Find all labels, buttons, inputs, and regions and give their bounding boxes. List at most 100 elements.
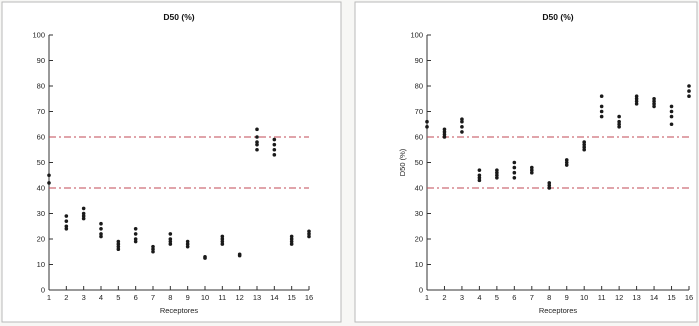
x-tick-label: 14 (650, 293, 658, 302)
x-tick-label: 15 (287, 293, 295, 302)
data-point (547, 181, 552, 185)
data-point (116, 247, 121, 251)
data-point (116, 239, 121, 244)
x-tick-label: 14 (270, 293, 278, 302)
data-point (151, 249, 155, 254)
data-point (133, 239, 138, 244)
data-point (460, 130, 464, 134)
data-point (599, 109, 604, 114)
y-tick-label: 20 (37, 235, 45, 244)
x-tick-label: 13 (632, 293, 640, 302)
data-point (530, 170, 534, 175)
data-point (425, 125, 429, 129)
data-point (289, 234, 294, 239)
y-tick-label: 40 (37, 184, 45, 193)
data-point (307, 229, 311, 234)
data-point (289, 242, 294, 246)
x-tick-label: 9 (565, 293, 569, 302)
x-tick-label: 8 (547, 293, 551, 302)
chart-title: D50 (%) (542, 12, 573, 22)
data-point (220, 234, 225, 239)
y-tick-label: 40 (415, 184, 423, 193)
data-point (669, 104, 674, 109)
data-point (64, 227, 69, 231)
y-axis-title: D50 (%) (398, 148, 407, 176)
data-point (151, 247, 155, 251)
data-point (634, 99, 639, 104)
x-axis-title: Receptores (160, 306, 199, 315)
data-point (564, 158, 569, 162)
data-point (495, 176, 499, 180)
data-point (512, 176, 517, 180)
data-point (185, 242, 190, 246)
data-point (289, 239, 294, 244)
x-tick-label: 7 (151, 293, 155, 302)
x-tick-label: 4 (477, 293, 481, 302)
y-tick-label: 100 (32, 31, 45, 40)
data-point (652, 102, 656, 106)
data-point (582, 147, 586, 152)
data-point (652, 96, 656, 101)
x-tick-label: 4 (99, 293, 103, 302)
data-point (133, 232, 138, 236)
data-point (99, 234, 103, 239)
data-point (634, 102, 639, 106)
y-tick-label: 80 (37, 82, 45, 91)
data-point (185, 244, 190, 249)
data-point (442, 127, 447, 132)
y-tick-label: 60 (415, 133, 423, 142)
y-tick-label: 30 (37, 209, 45, 218)
data-point (530, 165, 534, 170)
data-point (460, 119, 464, 124)
data-point (81, 216, 86, 221)
data-point (495, 173, 499, 178)
data-point (151, 244, 155, 249)
data-point (99, 227, 103, 231)
y-tick-label: 50 (415, 158, 423, 167)
data-point (116, 242, 121, 246)
data-point (255, 147, 259, 152)
data-point (237, 253, 242, 258)
data-point (652, 104, 656, 109)
data-point (634, 96, 639, 101)
x-tick-label: 13 (253, 293, 261, 302)
x-tick-label: 3 (460, 293, 464, 302)
data-point (617, 114, 621, 119)
x-tick-label: 10 (201, 293, 209, 302)
data-point (582, 142, 586, 147)
data-point (599, 104, 604, 109)
data-point (477, 178, 482, 183)
data-point (255, 127, 259, 132)
data-point (272, 137, 277, 142)
data-point (220, 242, 225, 246)
data-point (99, 232, 103, 236)
data-point (687, 89, 691, 93)
data-point (687, 84, 691, 88)
data-point (255, 140, 259, 144)
data-point (307, 234, 311, 239)
data-point (530, 168, 534, 172)
x-tick-label: 10 (580, 293, 588, 302)
data-point (687, 94, 691, 98)
data-point (64, 214, 69, 218)
data-point (669, 122, 674, 127)
x-tick-label: 5 (116, 293, 120, 302)
data-point (425, 119, 429, 124)
x-tick-label: 12 (615, 293, 623, 302)
y-tick-label: 90 (37, 56, 45, 65)
data-point (47, 181, 51, 185)
x-tick-label: 5 (495, 293, 499, 302)
x-tick-label: 16 (305, 293, 313, 302)
data-point (669, 114, 674, 119)
x-tick-label: 11 (598, 293, 606, 302)
data-point (547, 183, 552, 188)
data-point (168, 232, 173, 236)
data-point (203, 256, 207, 260)
x-tick-label: 15 (667, 293, 675, 302)
y-tick-label: 50 (37, 158, 45, 167)
data-point (81, 206, 86, 211)
y-tick-label: 70 (37, 107, 45, 116)
y-tick-label: 80 (415, 82, 423, 91)
